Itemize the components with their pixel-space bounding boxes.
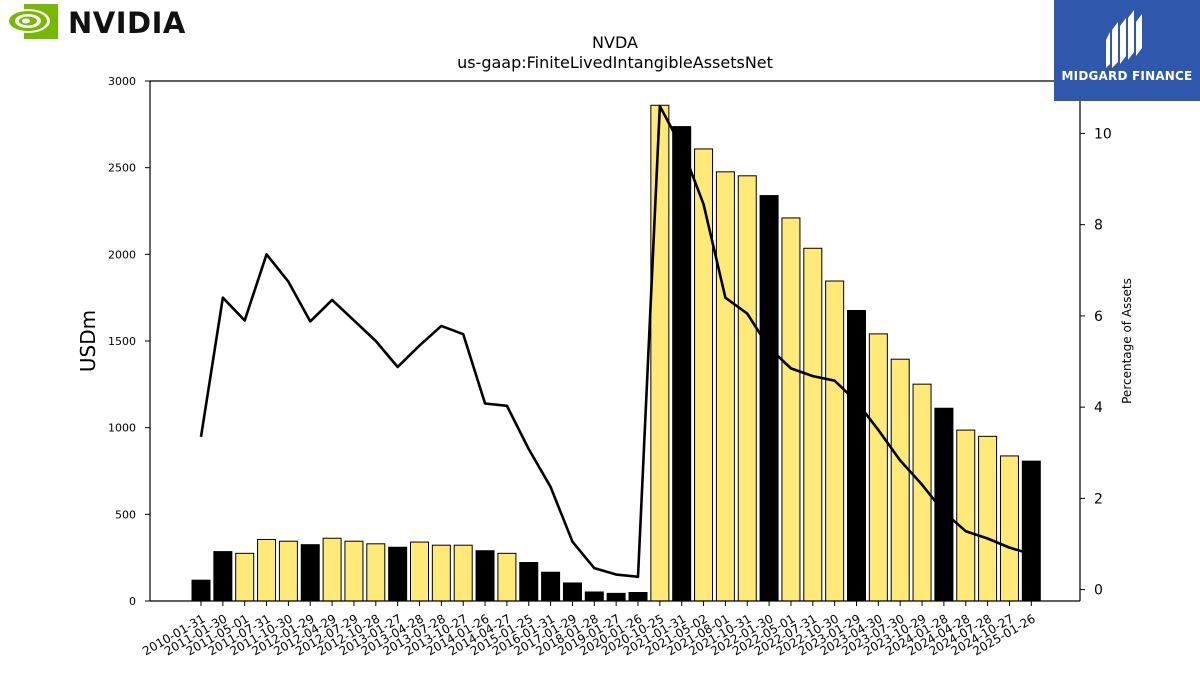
midgard-finance-logo: MIDGARD FINANCE [1054, 0, 1200, 101]
y2-tick-label: 0 [1094, 583, 1103, 599]
bar [519, 562, 539, 602]
bar [278, 540, 298, 602]
midgard-wordmark: MIDGARD FINANCE [1061, 69, 1193, 83]
bars-layer [191, 104, 1041, 602]
bar [300, 544, 320, 602]
bar [431, 544, 451, 602]
bar [672, 126, 692, 602]
bar [978, 435, 998, 602]
bar [344, 540, 364, 602]
y-tick-label: 2000 [108, 248, 136, 261]
nvidia-eye-icon [6, 4, 58, 39]
y-tick-label: 0 [129, 595, 136, 608]
bar [497, 552, 517, 602]
bar [781, 217, 801, 602]
bar [584, 591, 604, 602]
y2-tick-label: 8 [1094, 218, 1103, 234]
chart-title: NVDA [592, 33, 638, 52]
bar [803, 247, 823, 602]
line-layer [199, 104, 1032, 579]
bar [715, 171, 735, 602]
bar [235, 552, 255, 602]
bar [257, 538, 277, 602]
y2-tick-label: 6 [1094, 309, 1103, 325]
nvidia-logo: NVIDIA [4, 4, 194, 40]
bar [388, 546, 408, 602]
bar [606, 592, 626, 602]
bar [759, 195, 779, 602]
bar [737, 175, 757, 602]
bar [191, 579, 211, 602]
bar [213, 551, 233, 602]
percentage-of-assets-line [199, 104, 1032, 579]
bar [890, 358, 910, 602]
bar [999, 455, 1019, 602]
bar [366, 543, 386, 602]
y-tick-label: 1500 [108, 335, 136, 348]
y-tick-label: 500 [115, 508, 136, 521]
nvidia-wordmark: NVIDIA [68, 6, 186, 40]
bar [453, 544, 473, 602]
bar [628, 592, 648, 602]
bar [694, 148, 714, 602]
bar [410, 541, 429, 602]
bar [322, 537, 342, 602]
midgard-emblem-icon [1106, 10, 1142, 68]
bar [847, 309, 866, 602]
y2-tick-label: 4 [1094, 400, 1103, 416]
y-axis-label: USDm [76, 310, 100, 372]
bar [956, 429, 976, 602]
y2-tick-label: 10 [1094, 126, 1112, 142]
y2-tick-label: 2 [1094, 491, 1103, 507]
bar [825, 280, 845, 602]
y-tick-label: 1000 [108, 422, 136, 435]
bar [541, 571, 561, 602]
bar [650, 104, 670, 602]
bar [868, 333, 888, 602]
y2-axis-label: Percentage of Assets [1120, 278, 1134, 404]
y-tick-label: 2500 [108, 162, 136, 175]
chart-subtitle: us-gaap:FiniteLivedIntangibleAssetsNet [457, 53, 773, 72]
y-tick-label: 3000 [108, 75, 136, 88]
bar [562, 582, 582, 602]
bar [1021, 460, 1041, 602]
bar [475, 550, 495, 602]
